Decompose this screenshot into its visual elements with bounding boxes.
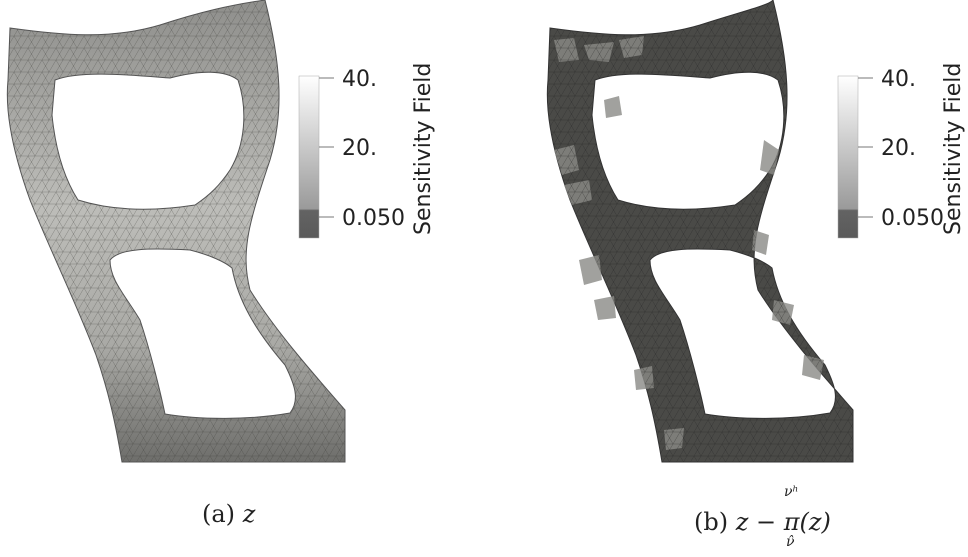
- colorbar-gradient: [298, 75, 320, 239]
- colorbar-b: 40. 20. 0.050 Sensitivity Field: [837, 63, 966, 239]
- colorbar-tick: 0.050: [342, 206, 405, 231]
- colorbar-gradient: [837, 75, 859, 239]
- mesh-plot-a: 40. 20. 0.050 Sensitivity Field: [6, 0, 436, 463]
- caption-superscript: νʰ: [784, 484, 799, 500]
- caption-expression: z: [242, 500, 256, 528]
- panel-a: 40. 20. 0.050 Sensitivity Field (a) z: [6, 0, 436, 528]
- shape-b: [546, 0, 854, 463]
- colorbar-title: Sensitivity Field: [941, 63, 966, 235]
- caption-b: (b) z − π(z) νʰ ν̂: [694, 484, 831, 550]
- colorbar-tick: 20.: [881, 136, 916, 161]
- colorbar-tick: 20.: [342, 136, 377, 161]
- shape-a: [6, 0, 346, 463]
- colorbar-a: 40. 20. 0.050 Sensitivity Field: [298, 63, 436, 239]
- caption-letter: (a): [202, 500, 236, 528]
- mesh-plot-b: 40. 20. 0.050 Sensitivity Field: [546, 0, 966, 463]
- colorbar-title: Sensitivity Field: [411, 63, 436, 235]
- caption-subscript: ν̂: [786, 534, 795, 550]
- colorbar-tick: 40.: [342, 67, 377, 92]
- colorbar-tick: 40.: [881, 67, 916, 92]
- panel-b: 40. 20. 0.050 Sensitivity Field (b) z − …: [484, 0, 968, 557]
- colorbar-tick: 0.050: [881, 206, 944, 231]
- caption-expression: z − π(z): [735, 508, 831, 536]
- caption-a: (a) z: [202, 500, 255, 528]
- caption-letter: (b): [694, 508, 729, 536]
